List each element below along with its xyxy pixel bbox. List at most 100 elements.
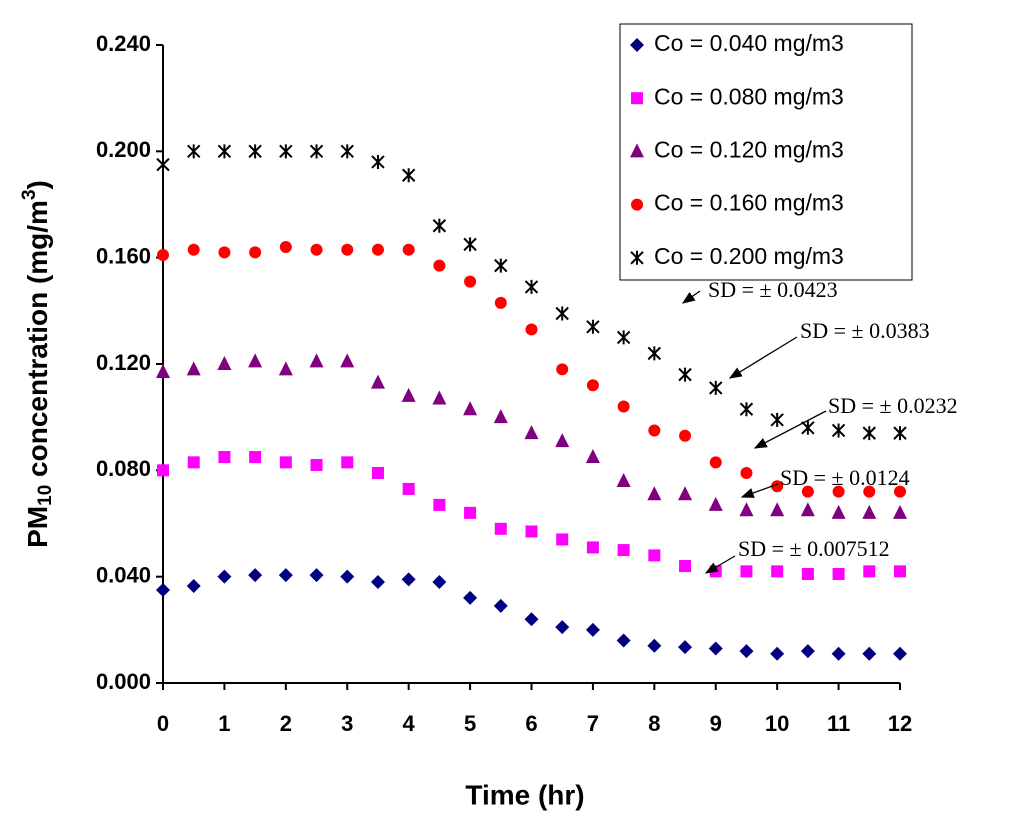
- data-point: [248, 353, 263, 368]
- x-tick-label: 6: [525, 711, 537, 736]
- annotation: SD = ± 0.007512: [738, 536, 890, 561]
- data-point: [586, 541, 599, 554]
- data-point: [524, 612, 539, 627]
- data-point: [370, 574, 385, 589]
- data-point: [862, 426, 876, 441]
- data-point: [494, 258, 508, 273]
- y-axis-title: PM10 concentration (mg/m3): [19, 180, 56, 548]
- data-point: [616, 472, 631, 487]
- data-point: [432, 390, 447, 405]
- data-point: [771, 565, 784, 578]
- legend-label: Co = 0.080 mg/m3: [654, 83, 844, 109]
- data-point: [525, 525, 538, 538]
- data-point: [340, 144, 354, 159]
- data-point: [739, 502, 754, 517]
- legend-marker: [631, 92, 643, 105]
- data-point: [678, 367, 692, 382]
- annotation-arrow: [704, 555, 736, 574]
- data-point: [218, 246, 231, 259]
- data-point: [493, 409, 508, 424]
- data-point: [401, 168, 416, 183]
- data-point: [556, 533, 569, 546]
- data-point: [432, 574, 447, 589]
- legend-marker: [630, 143, 644, 158]
- data-point: [525, 323, 538, 336]
- data-point: [617, 544, 630, 557]
- x-tick-label: 5: [464, 711, 476, 736]
- data-point: [187, 456, 200, 469]
- data-point: [341, 243, 354, 256]
- y-tick-label: 0.240: [96, 31, 151, 56]
- data-point: [586, 319, 600, 334]
- data-point: [678, 640, 693, 655]
- data-point: [249, 246, 262, 259]
- data-point: [679, 560, 692, 573]
- legend-marker: [630, 250, 644, 265]
- data-point: [893, 426, 907, 441]
- data-point: [401, 572, 416, 587]
- data-point: [555, 433, 570, 448]
- y-tick-label: 0.120: [96, 350, 151, 375]
- data-point: [401, 387, 416, 402]
- data-point: [894, 485, 906, 498]
- data-point: [278, 568, 293, 583]
- data-point: [863, 565, 876, 578]
- data-point: [432, 218, 447, 233]
- data-point: [156, 157, 170, 172]
- data-point: [402, 243, 415, 256]
- x-tick-label: 7: [587, 711, 599, 736]
- data-point: [894, 565, 906, 578]
- y-tick-label: 0.160: [96, 243, 151, 268]
- data-point: [648, 424, 661, 437]
- data-point: [708, 641, 723, 656]
- legend-label: Co = 0.040 mg/m3: [654, 30, 844, 56]
- x-tick-label: 11: [827, 711, 850, 736]
- data-point: [647, 346, 662, 361]
- data-point: [187, 243, 200, 256]
- data-point: [800, 502, 815, 517]
- data-point: [218, 451, 231, 464]
- y-tick-label: 0.200: [96, 137, 151, 162]
- x-tick-label: 8: [648, 711, 660, 736]
- legend-label: Co = 0.200 mg/m3: [654, 243, 844, 269]
- data-point: [248, 568, 263, 583]
- data-point: [187, 144, 201, 159]
- y-title-sup: 3: [19, 189, 40, 200]
- data-point: [340, 353, 355, 368]
- data-point: [585, 449, 600, 464]
- legend-label: Co = 0.120 mg/m3: [654, 136, 844, 162]
- x-tick-label: 10: [765, 711, 789, 736]
- data-point: [740, 565, 753, 578]
- data-point: [556, 363, 569, 376]
- data-point: [739, 644, 754, 659]
- data-point: [801, 485, 814, 498]
- y-tick-label: 0.040: [96, 562, 151, 587]
- data-point: [371, 466, 384, 479]
- data-point: [494, 522, 507, 535]
- annotation-arrow: [681, 290, 701, 304]
- data-point: [616, 633, 631, 648]
- data-point: [157, 249, 169, 262]
- data-point: [831, 504, 846, 519]
- data-point: [433, 259, 446, 272]
- data-point: [464, 506, 477, 519]
- data-point: [740, 466, 753, 479]
- legend-box: [619, 23, 913, 281]
- data-point: [617, 400, 630, 413]
- x-tick-label: 2: [280, 711, 292, 736]
- x-tick-label: 0: [157, 711, 169, 736]
- data-point: [893, 504, 907, 519]
- data-point: [801, 420, 815, 435]
- data-point: [249, 451, 262, 464]
- data-point: [770, 646, 785, 661]
- data-point: [678, 486, 693, 501]
- data-point: [463, 590, 478, 605]
- data-point: [309, 568, 324, 583]
- annotation: SD = ± 0.0383: [800, 318, 930, 343]
- data-point: [433, 498, 446, 511]
- data-point: [463, 237, 477, 252]
- y-title-part: ): [22, 180, 53, 189]
- data-point: [862, 646, 877, 661]
- data-point: [831, 423, 846, 438]
- legend-label: Co = 0.160 mg/m3: [654, 190, 844, 216]
